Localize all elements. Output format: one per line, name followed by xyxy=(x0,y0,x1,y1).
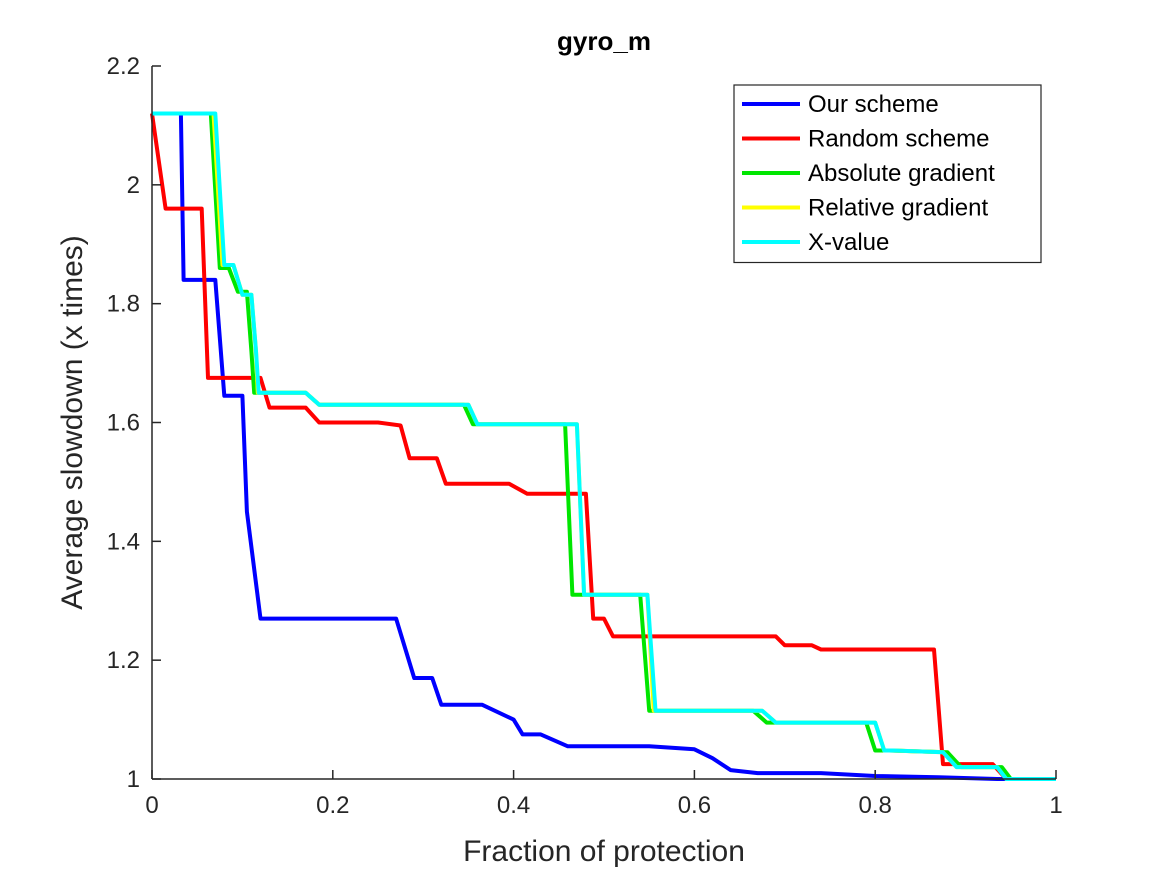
y-tick-label: 1 xyxy=(127,766,140,793)
y-tick-label: 1.6 xyxy=(107,410,140,437)
x-axis-label: Fraction of protection xyxy=(463,835,745,868)
x-tick-label: 0.8 xyxy=(859,792,892,819)
legend-label: Our scheme xyxy=(808,91,939,118)
series-line-1 xyxy=(152,111,1056,781)
y-tick-label: 1.2 xyxy=(107,647,140,674)
x-tick-label: 0.6 xyxy=(678,792,711,819)
x-tick-label: 0 xyxy=(145,792,158,819)
legend-label: Relative gradient xyxy=(808,195,988,222)
legend: Our scheme Random scheme Absolute gradient… xyxy=(733,84,1042,264)
y-tick-label: 1.4 xyxy=(107,528,140,555)
x-tick-label: 0.4 xyxy=(497,792,530,819)
series-lines xyxy=(150,111,1056,781)
y-axis-label: Average slowdown (x times) xyxy=(56,235,89,610)
series-line-5 xyxy=(152,111,1056,781)
legend-label: Absolute gradient xyxy=(808,160,995,187)
x-tick-label: 0.2 xyxy=(316,792,349,819)
axes: 0 0.2 0.4 0.6 0.8 1 1 1.2 1.4 1.6 1.8 2 2.2 xyxy=(107,53,1063,819)
y-tick-label: 2 xyxy=(127,172,140,199)
legend-label: X-value xyxy=(808,229,889,256)
chart-title: gyro_m xyxy=(557,26,651,56)
y-tick-label: 2.2 xyxy=(107,53,140,80)
x-tick-label: 1 xyxy=(1049,792,1062,819)
legend-label: Random scheme xyxy=(808,126,989,153)
y-tick-label: 1.8 xyxy=(107,291,140,318)
